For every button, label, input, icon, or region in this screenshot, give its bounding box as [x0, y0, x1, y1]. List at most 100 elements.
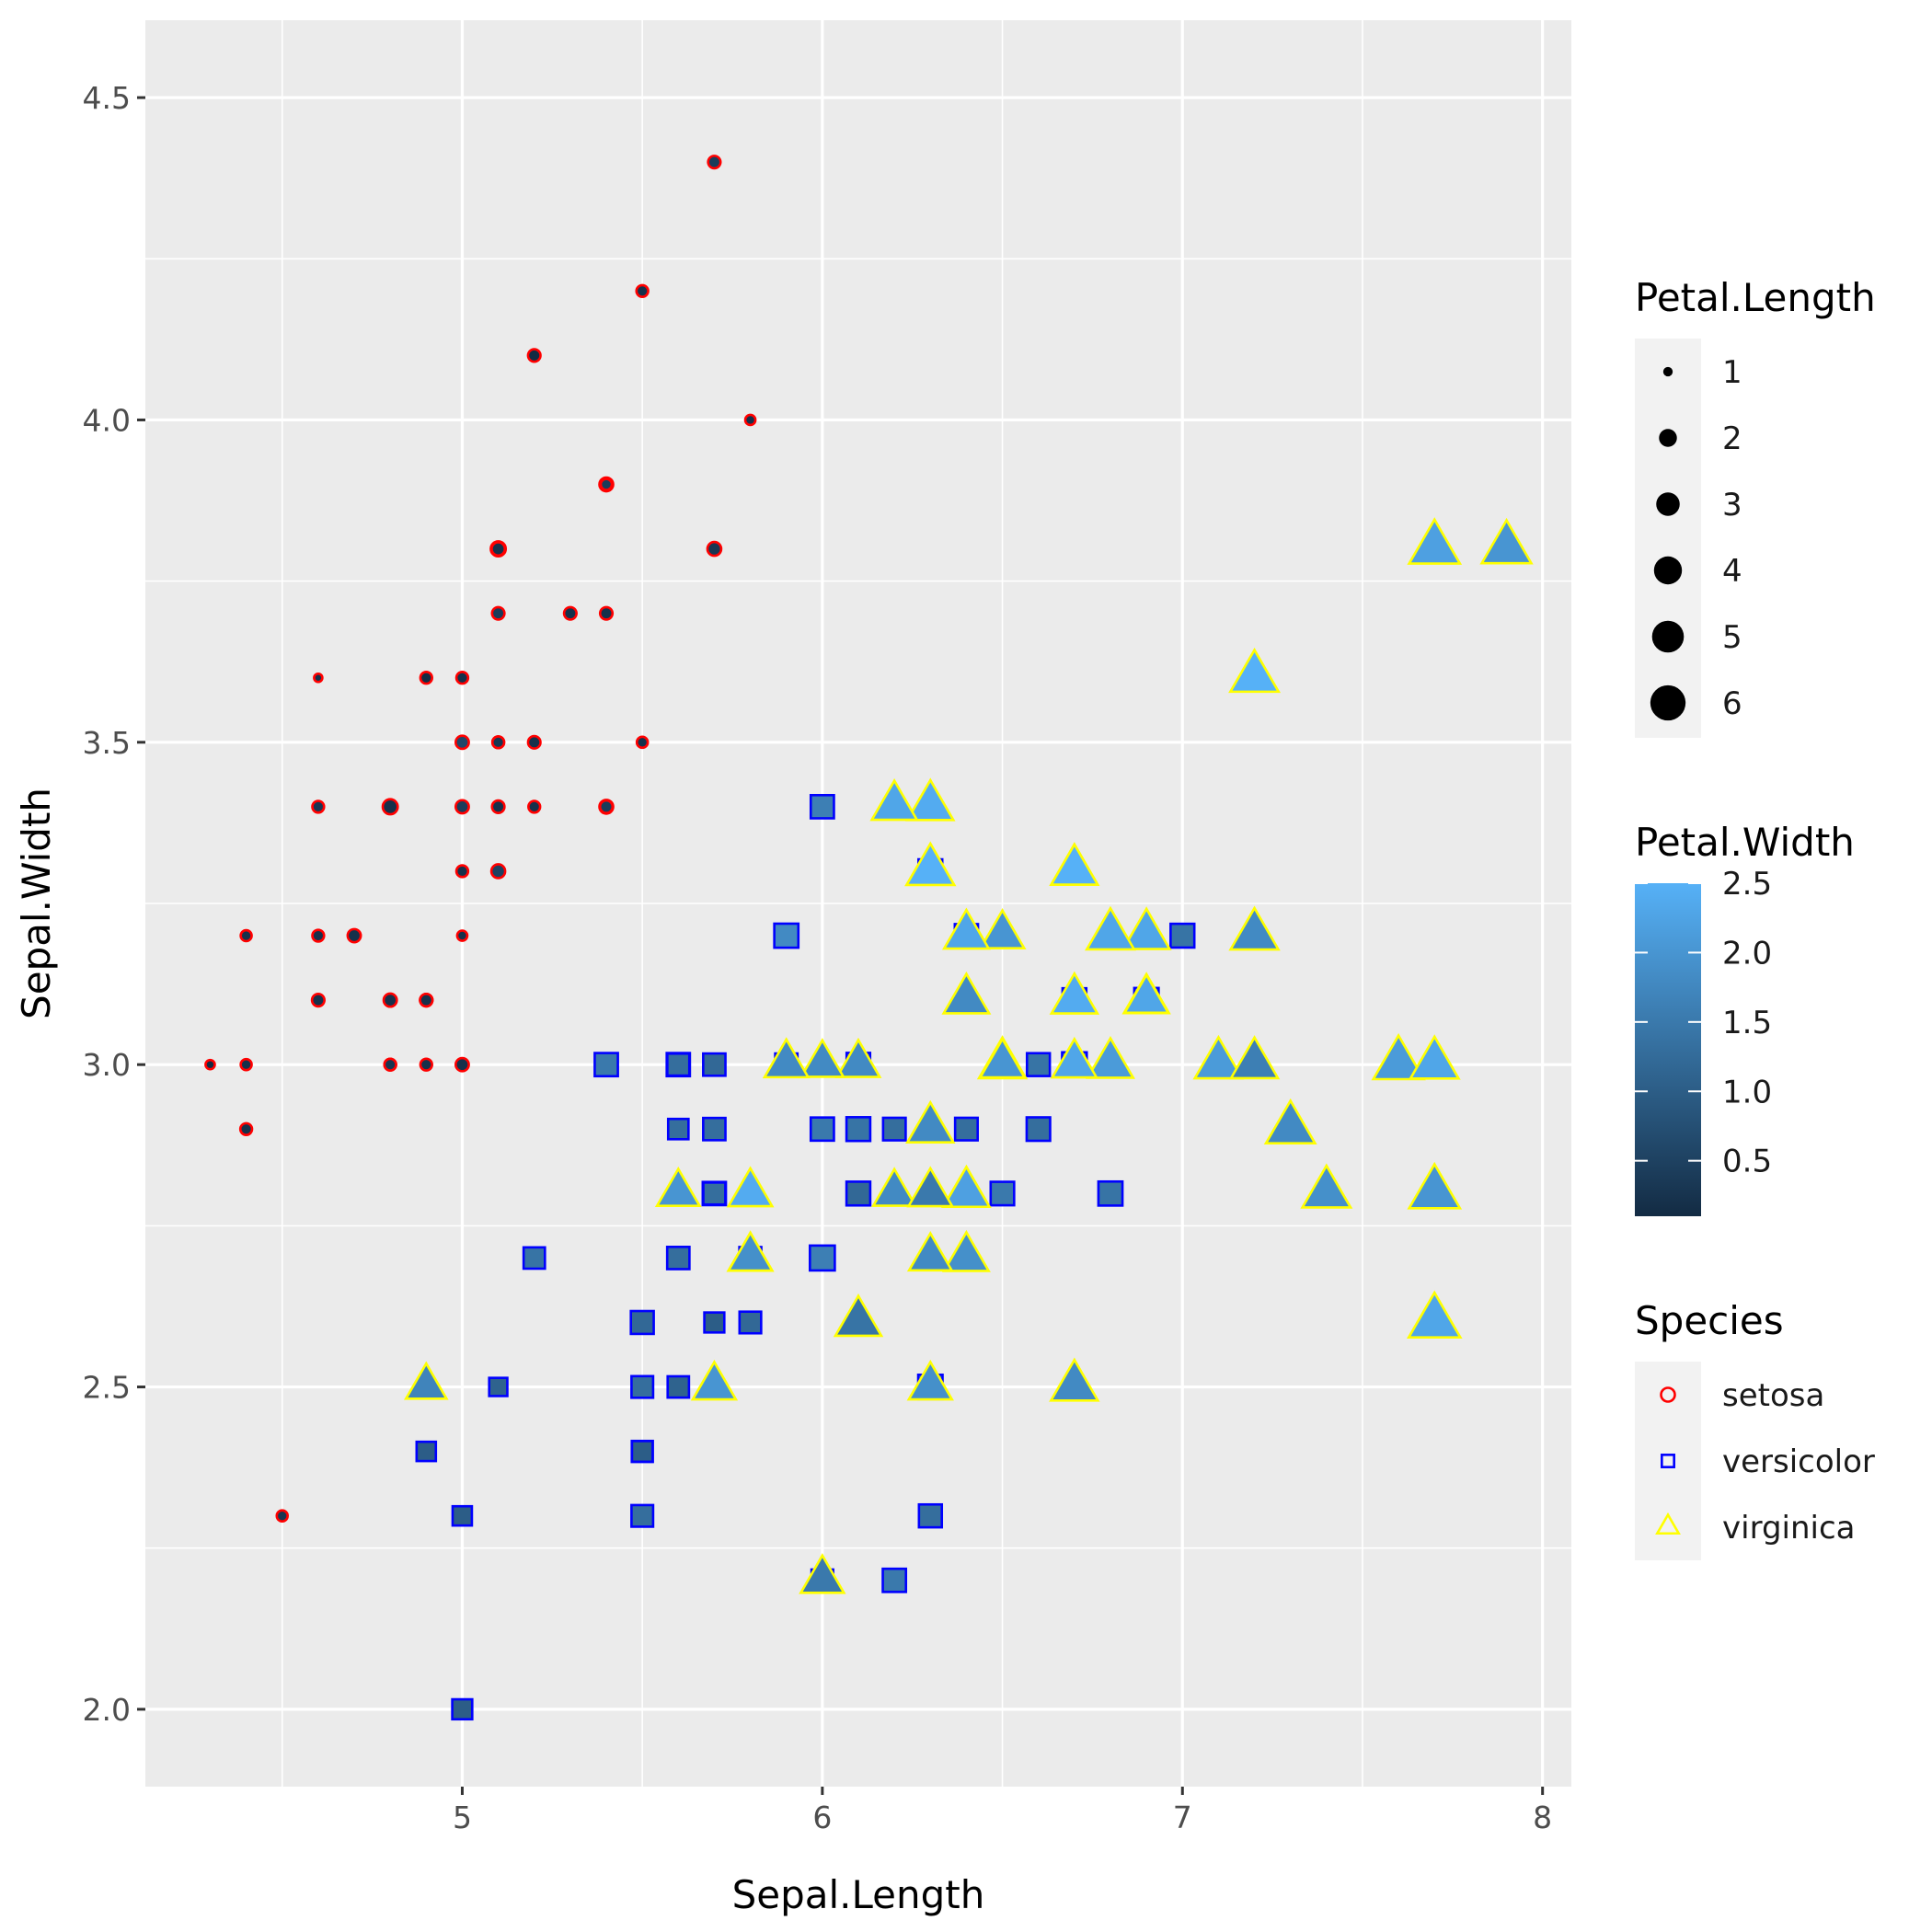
- legend-petal-width: Petal.Width 0.5 1.0 1.5 2.0 2.5: [1635, 820, 1855, 1216]
- virginica-point: [978, 908, 1027, 950]
- setosa-point: [346, 927, 362, 944]
- versicolor-point: [1169, 922, 1196, 949]
- y-tick-label: 3.0: [83, 1047, 131, 1083]
- setosa-point: [490, 605, 506, 621]
- x-axis: 5 6 7 8: [453, 1787, 1552, 1835]
- colorbar-tick-label: 0.5: [1722, 1144, 1772, 1180]
- virginica-point: [1263, 1098, 1317, 1144]
- setosa-point: [238, 1121, 254, 1136]
- legend-shape-title: Species: [1635, 1298, 1784, 1343]
- setosa-point: [635, 283, 650, 298]
- versicolor-point: [451, 1504, 474, 1527]
- versicolor-point: [415, 1440, 438, 1463]
- setosa-point: [490, 541, 507, 558]
- versicolor-point: [630, 1374, 655, 1399]
- virginica-point: [1407, 1161, 1463, 1210]
- versicolor-point: [881, 1116, 907, 1142]
- virginica-point: [905, 1099, 956, 1144]
- y-tick-label: 4.5: [83, 80, 131, 116]
- versicolor-point: [1025, 1052, 1052, 1077]
- y-axis: 2.0 2.5 3.0 3.5 4.0 4.5: [83, 80, 145, 1728]
- versicolor-point: [630, 1440, 654, 1464]
- versicolor-point: [773, 922, 800, 949]
- virginica-point: [870, 1167, 918, 1207]
- versicolor-point: [702, 1052, 727, 1077]
- virginica-point: [941, 907, 991, 950]
- setosa-point: [239, 928, 253, 943]
- setosa-point: [635, 735, 650, 750]
- versicolor-point: [845, 1180, 872, 1207]
- virginica-point: [869, 778, 919, 822]
- virginica-point: [1085, 905, 1136, 951]
- versicolor-point: [665, 1245, 691, 1271]
- legend-size-label: 2: [1722, 420, 1742, 457]
- virginica-point: [906, 1359, 954, 1401]
- legend-size-key: [1650, 684, 1686, 721]
- x-tick-label: 8: [1533, 1800, 1552, 1835]
- virginica-point: [1407, 517, 1463, 565]
- setosa-point: [706, 540, 723, 558]
- legend-size-title: Petal.Length: [1635, 275, 1876, 320]
- y-tick-label: 3.5: [83, 725, 131, 761]
- colorbar-tick-label: 2.0: [1722, 935, 1772, 972]
- legend-shape-keys-bg: [1635, 1362, 1701, 1560]
- virginica-point: [1049, 842, 1100, 886]
- setosa-point: [707, 155, 722, 170]
- virginica-point: [906, 1231, 954, 1272]
- setosa-point: [454, 799, 470, 815]
- legend-versicolor-key: [1661, 1454, 1675, 1468]
- legend-setosa-label: setosa: [1722, 1377, 1824, 1414]
- colorbar: [1635, 883, 1701, 1216]
- virginica-point: [1406, 1290, 1463, 1339]
- versicolor-point: [488, 1376, 509, 1397]
- setosa-point: [419, 1057, 433, 1072]
- x-tick-label: 6: [812, 1800, 832, 1835]
- virginica-point: [1228, 1035, 1281, 1080]
- setosa-point: [598, 799, 615, 814]
- versicolor-point: [522, 1246, 546, 1271]
- virginica-point: [941, 1164, 992, 1209]
- virginica-point: [1192, 1034, 1245, 1080]
- x-tick-label: 5: [453, 1800, 472, 1835]
- setosa-point: [454, 671, 470, 685]
- virginica-point: [1300, 1163, 1353, 1209]
- setosa-point: [526, 734, 542, 750]
- legend-virginica-key: [1655, 1512, 1681, 1535]
- versicolor-point: [738, 1310, 763, 1335]
- virginica-point: [833, 1294, 884, 1338]
- virginica-point: [834, 1037, 882, 1078]
- legend-size-key: [1662, 366, 1673, 377]
- y-tick-label: 2.0: [83, 1692, 131, 1728]
- versicolor-point: [629, 1309, 655, 1336]
- legend-setosa-key: [1660, 1386, 1676, 1403]
- setosa-point: [383, 1057, 397, 1072]
- setosa-point: [490, 799, 506, 814]
- virginica-point: [799, 1553, 846, 1594]
- setosa-point: [454, 1056, 470, 1073]
- virginica-point: [906, 1166, 955, 1208]
- data-points: [204, 155, 1534, 1721]
- versicolor-point: [809, 1116, 835, 1143]
- virginica-point: [941, 1229, 991, 1272]
- legend-petal-length: Petal.Length 1 2 3 4 5 6: [1635, 275, 1876, 738]
- legend-virginica-label: virginica: [1722, 1510, 1856, 1547]
- versicolor-point: [989, 1180, 1016, 1207]
- x-axis-title: Sepal.Length: [732, 1872, 985, 1917]
- setosa-point: [527, 799, 542, 814]
- setosa-point: [311, 928, 326, 943]
- versicolor-point: [881, 1567, 908, 1593]
- virginica-point: [1049, 1357, 1100, 1402]
- virginica-point: [941, 971, 992, 1015]
- virginica-point: [726, 1166, 775, 1208]
- virginica-point: [1049, 971, 1100, 1015]
- setosa-point: [382, 992, 398, 1008]
- versicolor-point: [702, 1181, 727, 1206]
- versicolor-point: [1097, 1179, 1124, 1207]
- legend-size-label: 3: [1722, 487, 1742, 523]
- setosa-point: [454, 864, 470, 879]
- legend-size-label: 1: [1722, 354, 1742, 391]
- versicolor-point: [809, 793, 835, 820]
- versicolor-point: [451, 1697, 474, 1721]
- virginica-point: [1479, 517, 1534, 565]
